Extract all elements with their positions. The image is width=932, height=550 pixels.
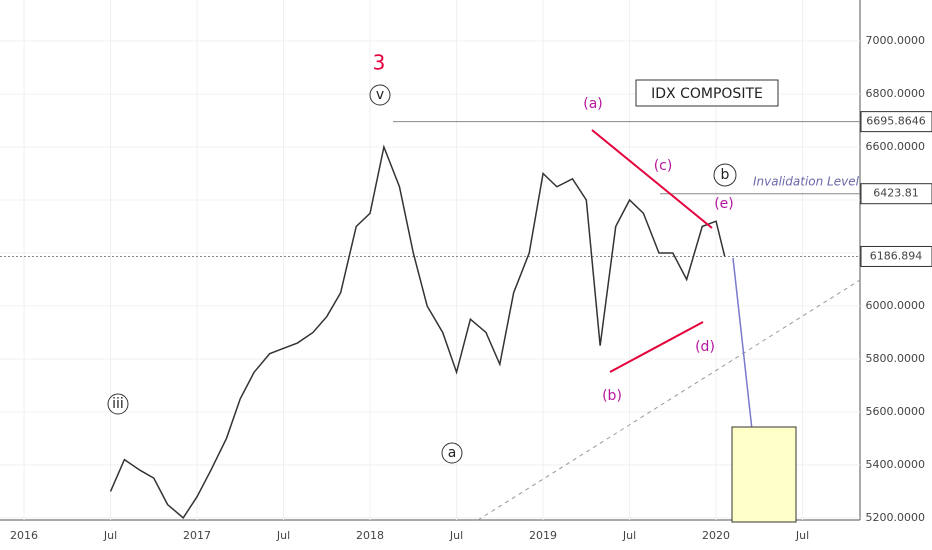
chart-title: IDX COMPOSITE: [651, 86, 763, 102]
y-tick-label: 5800.0000: [866, 352, 926, 365]
triangle-lower: [609, 321, 704, 373]
x-tick-label: Jul: [276, 529, 290, 542]
x-tick-label: 2018: [356, 529, 384, 542]
trend-line: [477, 279, 861, 521]
wave-label: (c): [654, 158, 673, 174]
wave-label: b: [721, 167, 730, 183]
wave-label: (e): [714, 196, 734, 212]
price-label: 6695.8646: [866, 115, 926, 128]
title-box: [635, 79, 779, 107]
y-tick-label: 5400.0000: [866, 458, 926, 471]
axis-panel: [860, 0, 932, 550]
price-tag: [860, 111, 932, 133]
price-label: 6186.894: [870, 249, 923, 262]
y-tick-label: 7000.0000: [866, 34, 926, 47]
x-tick-label: Jul: [103, 529, 117, 542]
label-circle: [107, 393, 129, 415]
x-tick-label: 2020: [702, 529, 730, 542]
label-circle: [713, 163, 737, 187]
label-circle: [369, 84, 391, 106]
x-tick-label: Jul: [449, 529, 463, 542]
x-tick-label: 2016: [10, 529, 38, 542]
wave-label: (b): [602, 388, 622, 404]
y-tick-label: 6600.0000: [866, 140, 926, 153]
wave-label: (d): [695, 339, 715, 355]
y-tick-label: 5200.0000: [866, 511, 926, 524]
price-label: 6423.81: [873, 187, 919, 200]
wave-label: a: [448, 445, 457, 461]
price-line-series: [109, 144, 726, 520]
y-tick-label: 6800.0000: [866, 87, 926, 100]
label-circle: [441, 442, 463, 464]
annotation: Invalidation Level: [753, 175, 860, 189]
wave-label: (a): [583, 96, 603, 112]
wave-label: 3: [373, 51, 386, 75]
price-tag: [860, 183, 932, 205]
x-tick-label: 2017: [183, 529, 211, 542]
target-box: [731, 426, 797, 523]
price-tag: [860, 245, 932, 267]
x-tick-label: Jul: [622, 529, 636, 542]
wave-label: v: [376, 87, 384, 103]
y-tick-label: 6000.0000: [866, 299, 926, 312]
triangle-upper: [591, 129, 713, 229]
y-tick-label: 5600.0000: [866, 405, 926, 418]
x-tick-label: 2019: [529, 529, 557, 542]
wave-label: iii: [112, 396, 124, 412]
x-tick-label: Jul: [795, 529, 809, 542]
